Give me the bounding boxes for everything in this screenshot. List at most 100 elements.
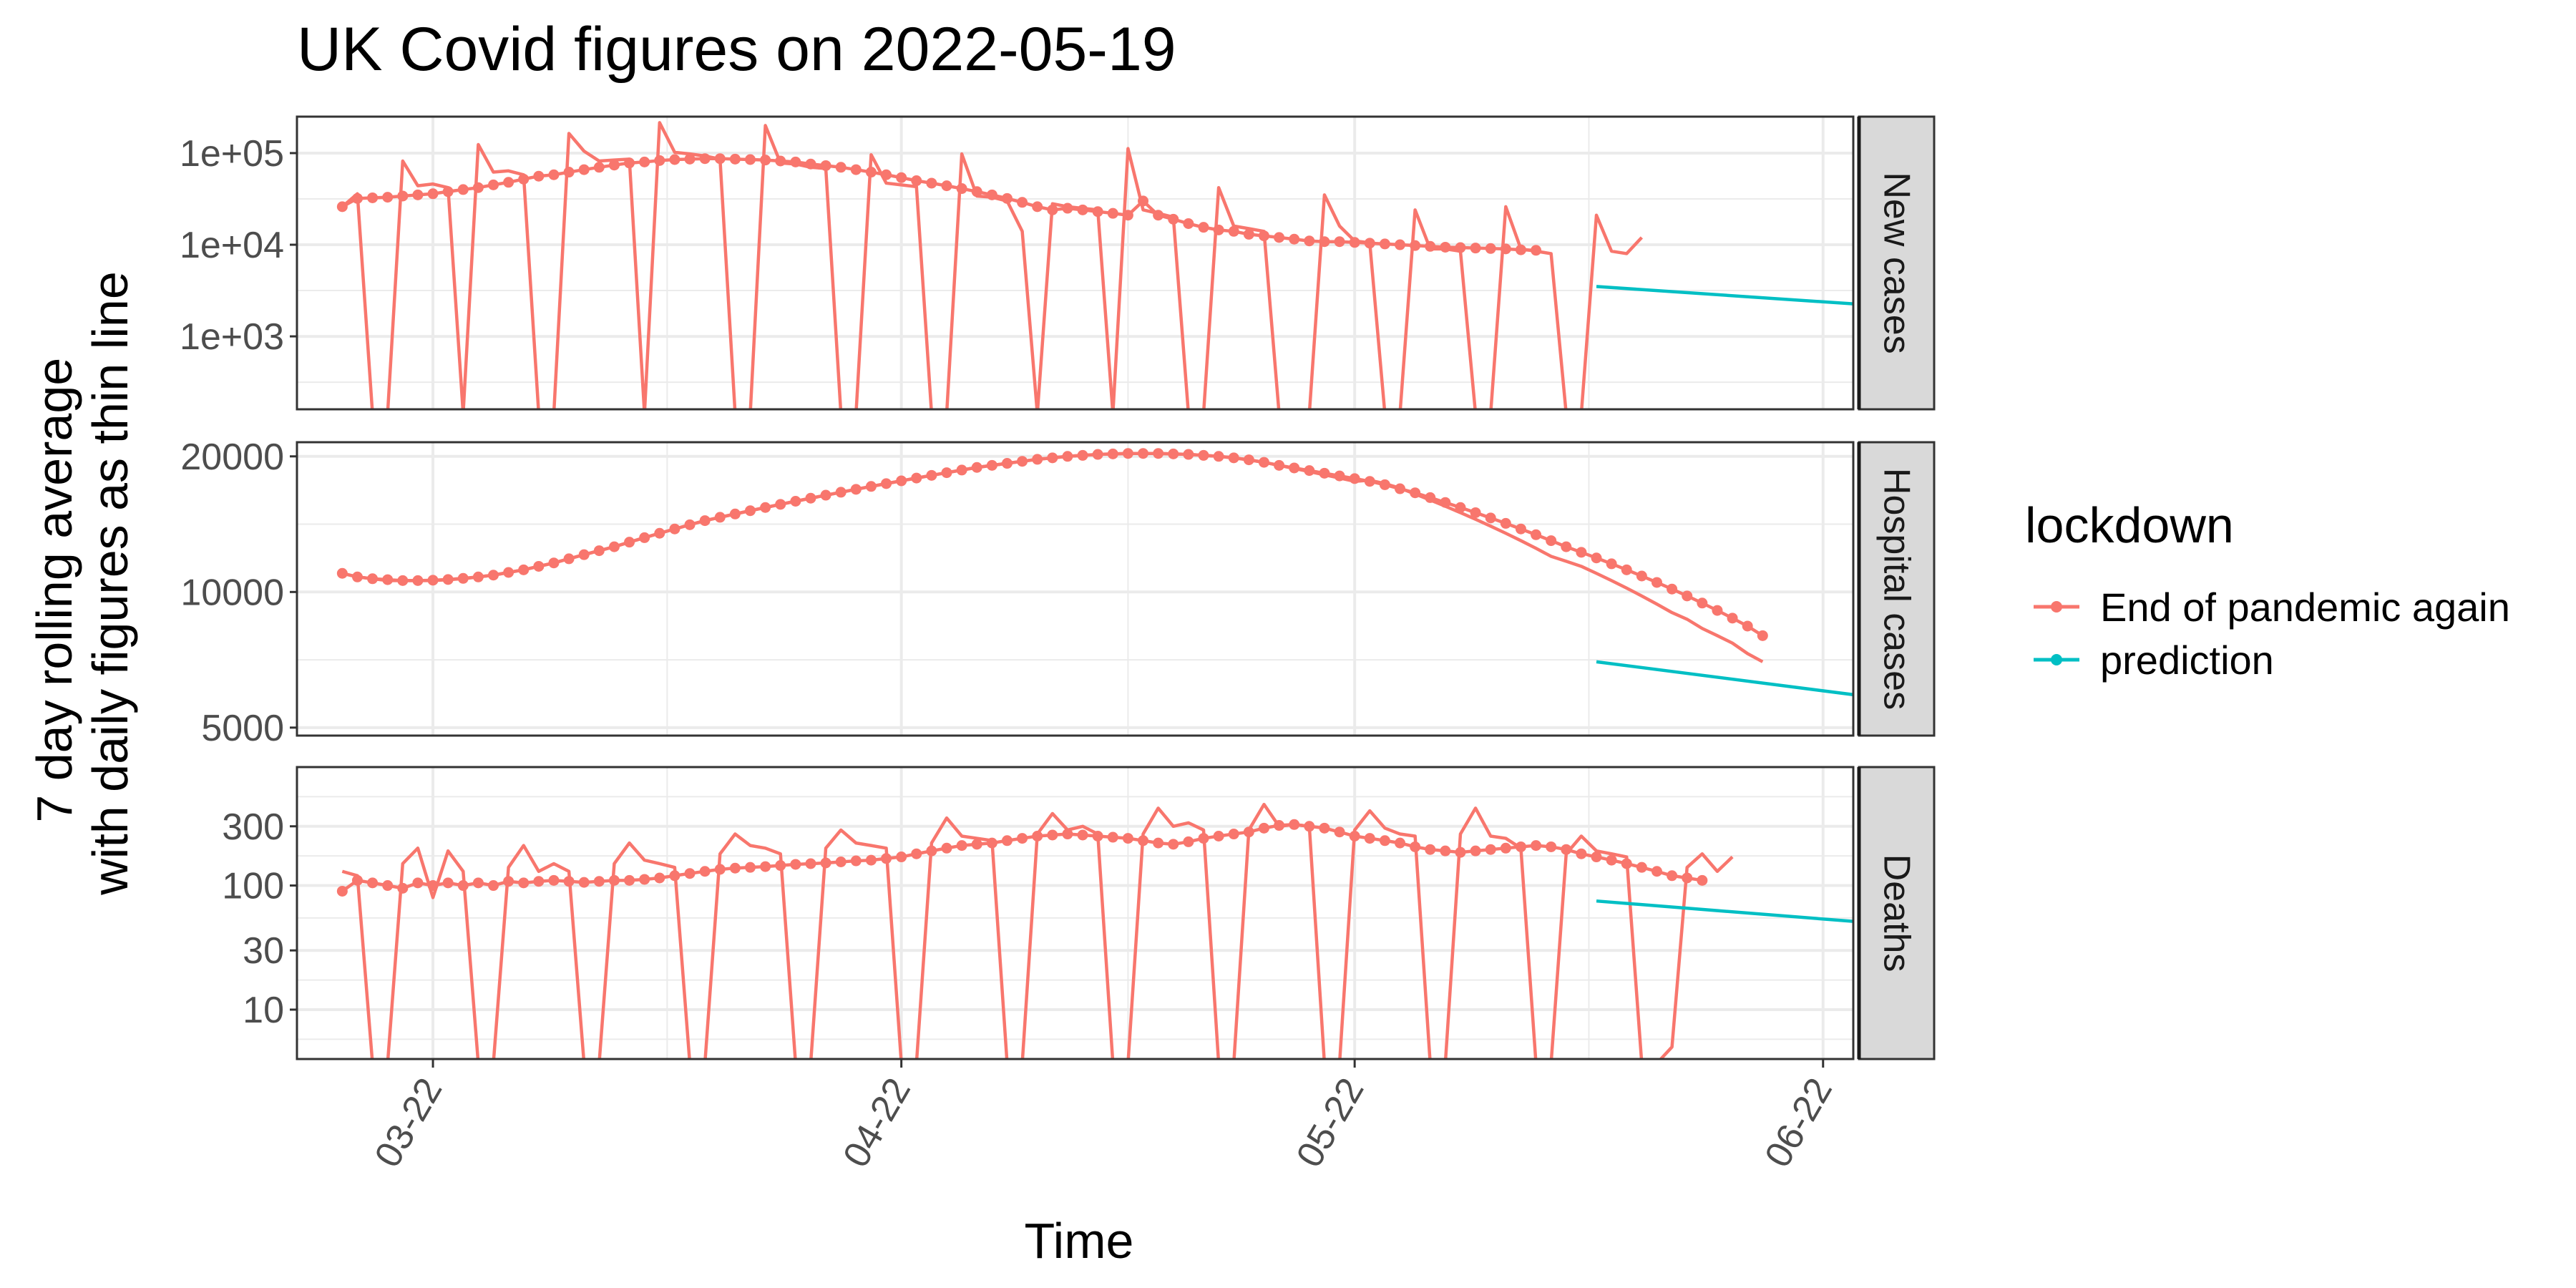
rolling-average-point bbox=[1621, 564, 1632, 575]
rolling-average-point bbox=[896, 852, 907, 863]
rolling-average-point bbox=[624, 537, 635, 548]
y-axis-title-line1: 7 day rolling average bbox=[26, 358, 82, 823]
rolling-average-point bbox=[608, 160, 620, 171]
rolling-average-point bbox=[1500, 842, 1511, 854]
panel-border bbox=[296, 115, 1855, 411]
panel-border bbox=[296, 441, 1855, 737]
rolling-average-point bbox=[593, 162, 605, 173]
rolling-average-point bbox=[1032, 830, 1043, 841]
rolling-average-point bbox=[1319, 236, 1330, 248]
rolling-average-point bbox=[1122, 210, 1133, 221]
rolling-average-point bbox=[1410, 240, 1421, 251]
rolling-average-point bbox=[1485, 243, 1496, 254]
rolling-average-point bbox=[1183, 836, 1194, 847]
rolling-average-point bbox=[1591, 852, 1602, 863]
panel-border bbox=[296, 766, 1855, 1060]
rolling-average-point bbox=[608, 874, 620, 886]
rolling-average-point bbox=[624, 874, 635, 886]
rolling-average-point bbox=[971, 186, 982, 197]
rolling-average-point bbox=[639, 532, 650, 543]
rolling-average-point bbox=[1682, 872, 1693, 884]
rolling-average-point bbox=[805, 492, 816, 504]
rolling-average-point bbox=[654, 872, 665, 884]
rolling-average-point bbox=[1410, 487, 1421, 499]
rolling-average-point bbox=[775, 860, 786, 872]
rolling-average-point bbox=[1304, 821, 1315, 832]
rolling-average-point bbox=[986, 189, 997, 200]
rolling-average-point bbox=[881, 478, 892, 489]
rolling-average-point bbox=[1017, 833, 1028, 844]
y-axis-title-line2: with daily figures as thin line bbox=[82, 271, 138, 896]
panel-data bbox=[336, 448, 1853, 697]
rolling-average-point bbox=[714, 153, 726, 165]
rolling-average-point bbox=[1107, 208, 1118, 219]
panel-new-cases: 1e+03 1e+04 1e+05 New cases bbox=[180, 115, 1936, 411]
rolling-average-point bbox=[472, 877, 484, 889]
rolling-average-point bbox=[1243, 826, 1254, 838]
rolling-average-point bbox=[1062, 829, 1073, 840]
chart-title: UK Covid figures on 2022-05-19 bbox=[297, 15, 1176, 84]
rolling-average-point bbox=[1576, 547, 1587, 558]
rolling-average-point bbox=[382, 192, 394, 203]
panel-background bbox=[297, 767, 1853, 1059]
rolling-average-point bbox=[775, 499, 786, 510]
rolling-average-point bbox=[457, 184, 469, 195]
rolling-average-point bbox=[1047, 204, 1058, 215]
rolling-average-point bbox=[1289, 819, 1300, 830]
rolling-average-point bbox=[639, 156, 650, 167]
rolling-average-point bbox=[442, 186, 454, 197]
rolling-average-point bbox=[1379, 238, 1390, 250]
rolling-average-point bbox=[911, 848, 922, 859]
rolling-average-point bbox=[488, 179, 499, 190]
rolling-average-point bbox=[760, 155, 771, 166]
rolling-average-point bbox=[1138, 195, 1149, 207]
rolling-average-point bbox=[941, 842, 952, 854]
rolling-average-point bbox=[1334, 236, 1345, 248]
rolling-average-point bbox=[1757, 630, 1768, 641]
rolling-average-point bbox=[593, 545, 605, 557]
rolling-average-point bbox=[1032, 454, 1043, 465]
rolling-average-point bbox=[412, 877, 424, 889]
rolling-average-point bbox=[1515, 841, 1526, 852]
rolling-average-point bbox=[412, 575, 424, 586]
rolling-average-point bbox=[578, 164, 590, 175]
rolling-average-point bbox=[488, 570, 499, 581]
rolling-average-point bbox=[805, 158, 816, 170]
rolling-average-point bbox=[442, 574, 454, 585]
facet-strip-label: New cases bbox=[1876, 172, 1918, 353]
rolling-average-point bbox=[336, 201, 348, 213]
rolling-average-point bbox=[1183, 449, 1194, 460]
rolling-average-point bbox=[926, 177, 937, 189]
rolling-average-point bbox=[1470, 243, 1481, 254]
rolling-average-point bbox=[1349, 237, 1360, 248]
rolling-average-point bbox=[563, 876, 575, 887]
rolling-average-point bbox=[367, 877, 379, 889]
rolling-average-point bbox=[457, 572, 469, 584]
rolling-average-point bbox=[669, 154, 680, 165]
x-tick-label: 06-22 bbox=[1757, 1071, 1840, 1174]
rolling-average-point bbox=[1198, 449, 1209, 461]
rolling-average-point bbox=[729, 508, 741, 519]
y-tick-label: 10000 bbox=[180, 572, 284, 613]
prediction-line bbox=[1596, 660, 1853, 697]
rolling-average-point bbox=[336, 567, 348, 579]
panel-deaths: 10 30 100 300 Deaths bbox=[222, 766, 1936, 1060]
rolling-average-point bbox=[578, 549, 590, 560]
rolling-average-point bbox=[1455, 502, 1466, 513]
rolling-average-point bbox=[1636, 570, 1647, 582]
rolling-average-point bbox=[397, 190, 409, 202]
rolling-average-point bbox=[835, 487, 847, 498]
rolling-average-point bbox=[881, 853, 892, 864]
rolling-average-point bbox=[1138, 448, 1149, 459]
facet-panels: 1e+03 1e+04 1e+05 New cases 5000 10000 20000 Ho… bbox=[180, 115, 1936, 1060]
rolling-average-point bbox=[1168, 839, 1179, 850]
rolling-average-point bbox=[533, 560, 545, 572]
rolling-average-point bbox=[578, 877, 590, 888]
rolling-average-point bbox=[729, 153, 741, 165]
facet-strip bbox=[1858, 441, 1936, 737]
rolling-average-point bbox=[457, 880, 469, 892]
rolling-average-point bbox=[1077, 829, 1088, 841]
rolling-average-point bbox=[427, 188, 439, 200]
rolling-average-point bbox=[1243, 228, 1254, 240]
rolling-average-point bbox=[1228, 452, 1239, 464]
